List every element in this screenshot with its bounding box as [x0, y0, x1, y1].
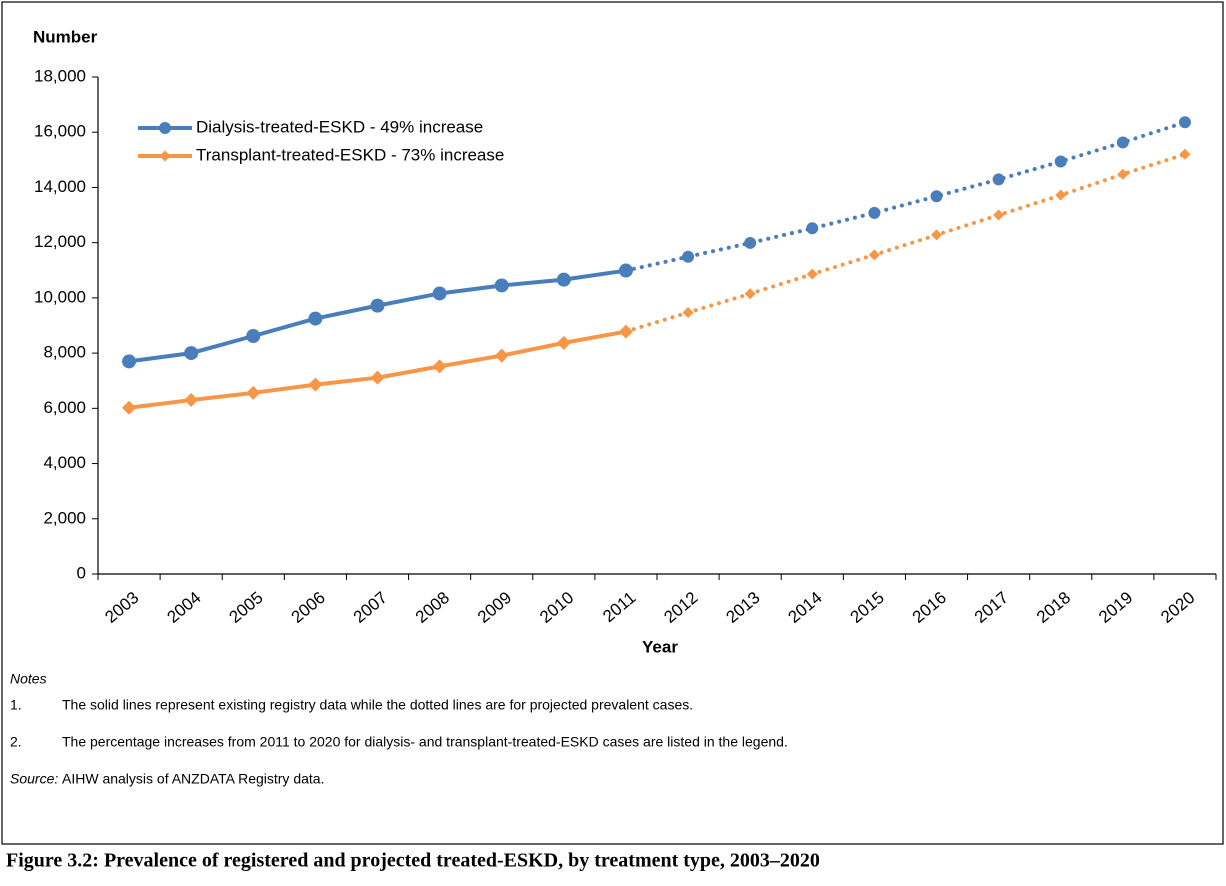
point — [184, 346, 199, 361]
x-tick-label: 2004 — [163, 588, 204, 627]
y-tick-label: 12,000 — [34, 232, 86, 251]
point — [1116, 136, 1129, 149]
y-tick-label: 14,000 — [34, 177, 86, 196]
note-number: 2. — [10, 734, 22, 750]
y-axis-title: Number — [33, 27, 98, 46]
point — [494, 278, 509, 293]
projected-line — [623, 120, 1187, 273]
point — [806, 222, 819, 235]
note-number: 1. — [10, 697, 22, 713]
y-tick-label: 10,000 — [34, 287, 86, 306]
point — [246, 328, 261, 343]
point — [930, 190, 943, 203]
x-tick-label: 2017 — [971, 588, 1012, 627]
source-label: Source: — [10, 771, 58, 787]
x-tick-label: 2009 — [474, 588, 515, 627]
point — [556, 272, 571, 287]
point — [618, 263, 633, 278]
x-tick-label: 2019 — [1095, 588, 1136, 627]
x-tick-label: 2006 — [288, 588, 329, 627]
point — [744, 288, 756, 300]
point — [1179, 148, 1191, 160]
point — [432, 359, 447, 374]
point — [1178, 116, 1191, 129]
figure-caption: Figure 3.2: Prevalence of registered and… — [6, 850, 820, 872]
point — [246, 385, 261, 400]
point — [308, 377, 323, 392]
x-tick-label: 2007 — [350, 588, 391, 627]
series-line — [128, 329, 627, 410]
point — [618, 324, 633, 339]
point — [806, 268, 818, 280]
x-tick-label: 2015 — [847, 588, 888, 627]
y-tick-label: 2,000 — [43, 508, 86, 527]
point — [682, 250, 695, 263]
point — [1117, 168, 1129, 180]
notes-heading: Notes — [10, 671, 47, 687]
point — [122, 400, 137, 415]
note-text: The solid lines represent existing regis… — [62, 697, 693, 713]
x-tick-label: 2008 — [412, 588, 453, 627]
x-tick-label: 2005 — [226, 588, 267, 627]
point — [432, 286, 447, 301]
x-tick-label: 2013 — [722, 588, 763, 627]
point — [122, 354, 137, 369]
point — [993, 209, 1005, 221]
point — [556, 335, 571, 350]
legend-label: Dialysis-treated-ESKD - 49% increase — [196, 117, 483, 136]
x-tick-label: 2010 — [536, 588, 577, 627]
point — [1055, 189, 1067, 201]
y-tick-label: 16,000 — [34, 122, 86, 141]
point — [370, 370, 385, 385]
point — [992, 173, 1005, 186]
x-tick-label: 2012 — [660, 588, 701, 627]
source-text: AIHW analysis of ANZDATA Registry data. — [62, 771, 324, 787]
series-line — [128, 268, 627, 364]
point — [744, 236, 757, 249]
legend-marker — [159, 150, 171, 162]
x-axis-title: Year — [642, 637, 678, 656]
x-tick-label: 2018 — [1033, 588, 1074, 627]
projected-line — [623, 152, 1187, 334]
point — [682, 307, 694, 319]
point — [184, 393, 199, 408]
x-tick-label: 2020 — [1157, 588, 1198, 627]
point — [1054, 155, 1067, 168]
point — [868, 249, 880, 261]
y-tick-label: 4,000 — [43, 453, 86, 472]
y-tick-label: 8,000 — [43, 343, 86, 362]
y-tick-label: 18,000 — [34, 66, 86, 85]
x-tick-label: 2011 — [599, 588, 639, 626]
y-tick-label: 6,000 — [43, 398, 86, 417]
point — [370, 298, 385, 313]
legend-label: Transplant-treated-ESKD - 73% increase — [196, 145, 504, 164]
legend-marker — [159, 122, 171, 134]
point — [494, 348, 509, 363]
x-tick-label: 2014 — [785, 588, 826, 627]
point — [308, 311, 323, 326]
note-text: The percentage increases from 2011 to 20… — [62, 734, 788, 750]
x-tick-label: 2016 — [909, 588, 950, 627]
point — [931, 229, 942, 241]
figure-frame — [1, 1, 1224, 845]
y-tick-label: 0 — [77, 563, 86, 582]
x-tick-label: 2003 — [101, 588, 142, 627]
point — [868, 206, 881, 219]
